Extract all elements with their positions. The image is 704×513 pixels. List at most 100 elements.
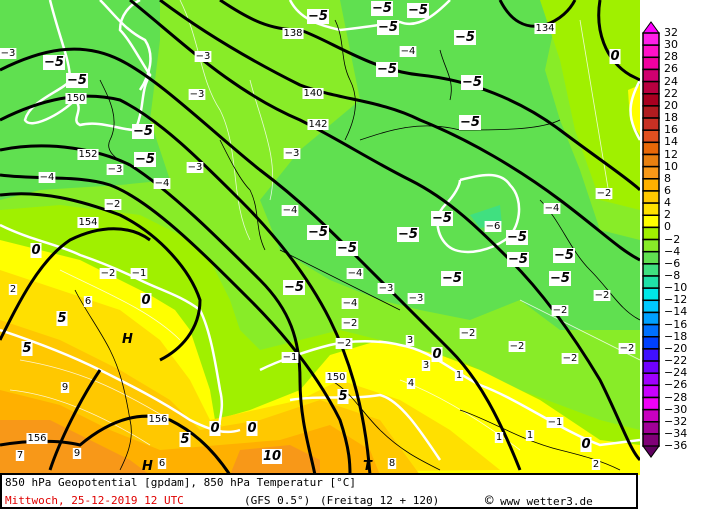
low-pressure-center: T bbox=[363, 459, 373, 474]
legend-tick-label: −32 bbox=[664, 414, 688, 428]
temperature-label: −4 bbox=[401, 46, 416, 57]
label-background bbox=[441, 271, 463, 286]
label-background bbox=[546, 417, 564, 428]
temperature-label: −1 bbox=[548, 417, 563, 428]
label-background bbox=[60, 382, 70, 393]
contour-labels: 138140142150152154156156150134−5−5−5−5−5… bbox=[0, 1, 636, 470]
label-background bbox=[8, 284, 18, 295]
geopotential-label: 152 bbox=[78, 149, 97, 160]
label-background bbox=[261, 449, 283, 464]
legend-tick-label: 12 bbox=[664, 147, 678, 161]
temperature-bold-label: 5 bbox=[57, 311, 66, 326]
label-background bbox=[56, 311, 68, 326]
label-background bbox=[209, 421, 221, 436]
temperature-bold-label: −5 bbox=[455, 30, 475, 45]
label-background bbox=[376, 62, 398, 77]
legend-swatch bbox=[642, 178, 660, 192]
label-background bbox=[188, 89, 206, 100]
legend-swatch bbox=[642, 226, 660, 241]
legend-tick-label: 28 bbox=[664, 50, 678, 64]
legend-swatch bbox=[642, 263, 660, 277]
temperature-bold-label: −5 bbox=[398, 227, 418, 242]
temperature-bold-label: 0 bbox=[581, 437, 590, 452]
legend-tick-label: 14 bbox=[664, 135, 678, 149]
temperature-label: −2 bbox=[337, 338, 352, 349]
legend-swatch bbox=[642, 421, 660, 435]
legend-bottom-arrow bbox=[642, 445, 660, 458]
label-background bbox=[43, 55, 65, 70]
legend-tick-label: 24 bbox=[664, 74, 678, 88]
legend-tick-label: −18 bbox=[664, 329, 688, 343]
label-background bbox=[407, 293, 425, 304]
temperature-bold-label: 5 bbox=[22, 341, 31, 356]
legend-swatch bbox=[642, 275, 660, 289]
label-background bbox=[551, 305, 569, 316]
temperature-label: −4 bbox=[343, 298, 358, 309]
label-background bbox=[140, 293, 152, 308]
temperature-label: −1 bbox=[132, 268, 147, 279]
label-background bbox=[325, 372, 347, 383]
map-title: 850 hPa Geopotential [gpdam], 850 hPa Te… bbox=[5, 476, 356, 489]
legend-swatch bbox=[642, 202, 660, 217]
copyright-icon: © bbox=[485, 493, 494, 509]
label-background bbox=[335, 338, 353, 349]
temperature-bold-label: −5 bbox=[135, 152, 155, 167]
temperature-label: −2 bbox=[620, 343, 635, 354]
temperature-bold-label: −5 bbox=[462, 75, 482, 90]
legend-swatch bbox=[642, 396, 660, 411]
label-background bbox=[65, 93, 87, 104]
temperature-bold-label: −5 bbox=[377, 62, 397, 77]
label-background bbox=[431, 347, 443, 362]
label-background bbox=[307, 119, 329, 130]
source-link[interactable]: www wetter3.de bbox=[500, 495, 593, 508]
legend-tick-label: −16 bbox=[664, 317, 688, 331]
legend-tick-label: −36 bbox=[664, 439, 688, 453]
legend-tick-label: −34 bbox=[664, 426, 688, 440]
label-background bbox=[399, 46, 417, 57]
temperature-label: 1 bbox=[456, 370, 462, 381]
geopotential-label: 134 bbox=[535, 23, 554, 34]
isohypse-154 bbox=[48, 369, 102, 471]
temperature-bold-label: −5 bbox=[284, 280, 304, 295]
legend-tick-label: 2 bbox=[664, 208, 671, 222]
high-pressure-center: H bbox=[122, 332, 133, 347]
label-background bbox=[281, 352, 299, 363]
temperature-bold-label: −5 bbox=[508, 252, 528, 267]
label-background bbox=[534, 23, 556, 34]
legend-tick-label: −4 bbox=[664, 244, 681, 258]
label-background bbox=[431, 211, 453, 226]
legend-swatch bbox=[642, 287, 660, 302]
temperature-label: 6 bbox=[85, 296, 91, 307]
label-background bbox=[459, 328, 477, 339]
temperature-label: 2 bbox=[593, 459, 599, 470]
temperature-label: 3 bbox=[407, 335, 413, 346]
temperature-label: −2 bbox=[101, 268, 116, 279]
geopotential-label: 150 bbox=[66, 93, 85, 104]
label-background bbox=[346, 268, 364, 279]
temperature-label: −3 bbox=[188, 162, 203, 173]
temperature-label: 1 bbox=[496, 432, 502, 443]
label-background bbox=[341, 298, 359, 309]
legend-tick-label: 16 bbox=[664, 123, 678, 137]
label-background bbox=[337, 389, 349, 404]
temperature-label: −3 bbox=[196, 51, 211, 62]
legend-color-bar bbox=[642, 21, 660, 458]
label-background bbox=[507, 252, 529, 267]
temperature-label: −6 bbox=[486, 221, 501, 232]
isohypse-150 bbox=[0, 173, 352, 475]
temperature-bold-label: −5 bbox=[432, 211, 452, 226]
temperature-label: −4 bbox=[40, 172, 55, 183]
temperature-bold-label: −5 bbox=[44, 55, 64, 70]
legend-tick-label: 10 bbox=[664, 159, 678, 173]
label-background bbox=[77, 149, 99, 160]
temperature-label: 9 bbox=[74, 448, 80, 459]
legend-tick-label: 4 bbox=[664, 196, 671, 210]
label-background bbox=[397, 227, 419, 242]
temperature-bold-label: 0 bbox=[610, 49, 619, 64]
label-background bbox=[407, 3, 429, 18]
label-background bbox=[281, 205, 299, 216]
temperature-label: −3 bbox=[285, 148, 300, 159]
legend-tick-label: −20 bbox=[664, 341, 688, 355]
temperature-label: −4 bbox=[348, 268, 363, 279]
temperature-bold-label: −5 bbox=[554, 248, 574, 263]
